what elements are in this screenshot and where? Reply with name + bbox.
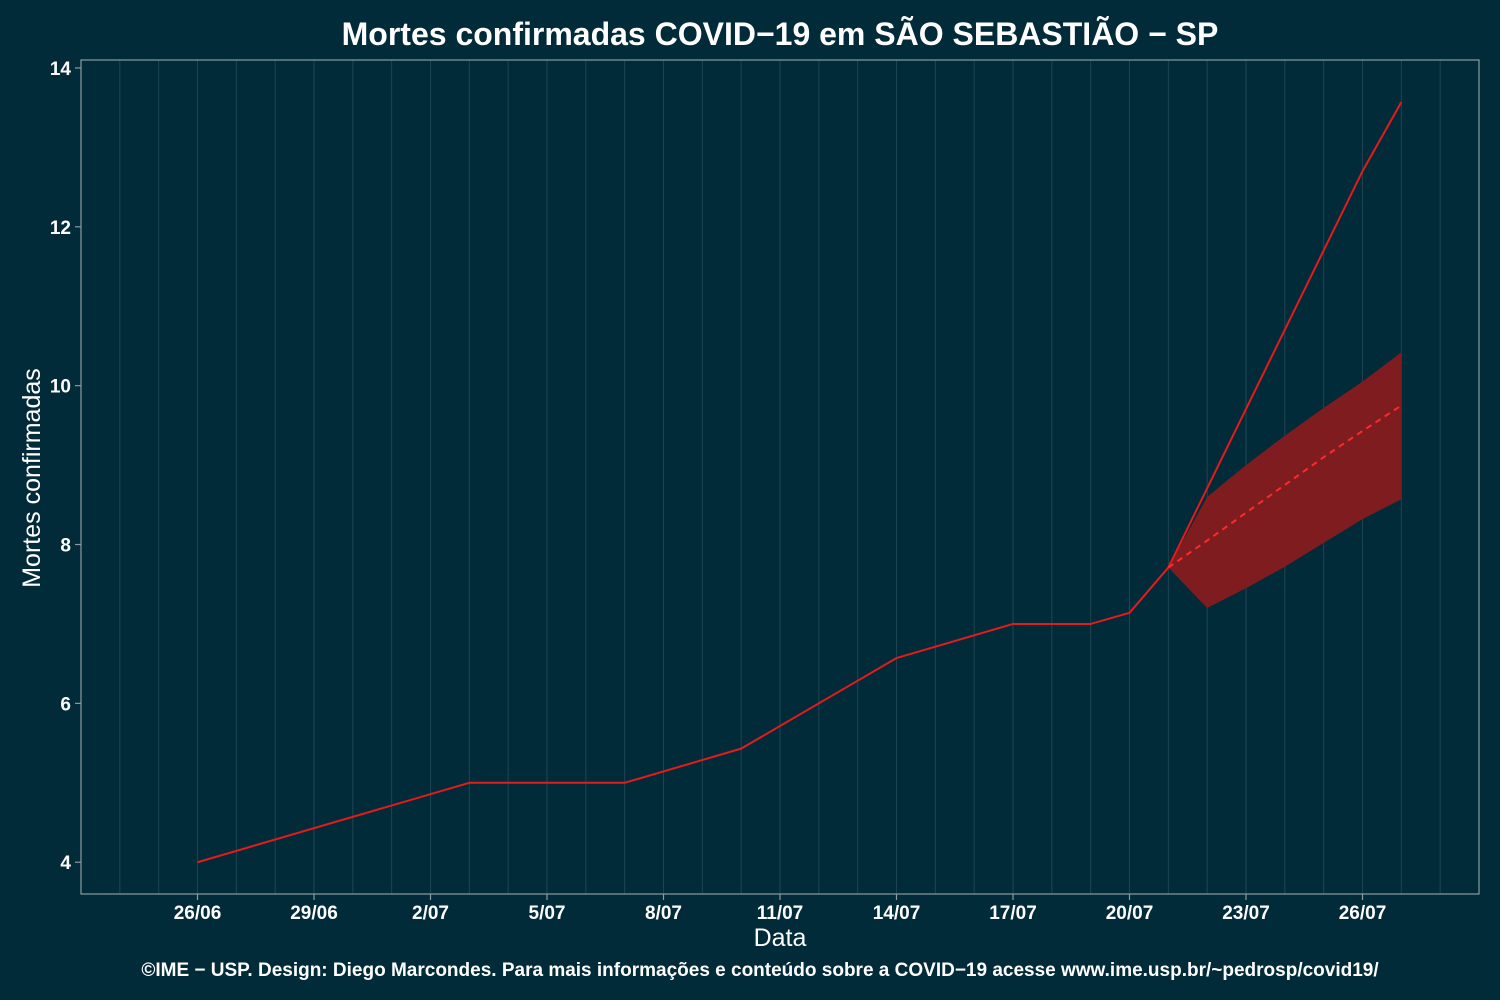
y-tick-label: 14 bbox=[50, 59, 72, 80]
observed-deaths-line bbox=[197, 101, 1403, 864]
x-tick-label: 23/07 bbox=[1222, 903, 1270, 924]
y-tick-label: 6 bbox=[60, 694, 71, 715]
chart-title: Mortes confirmadas COVID−19 em SÃO SEBAS… bbox=[342, 16, 1219, 52]
x-tick-label: 2/07 bbox=[412, 903, 449, 924]
x-tick-label: 26/06 bbox=[174, 903, 222, 924]
forecast-band-layer bbox=[1168, 352, 1402, 609]
y-axis-label: Mortes confirmadas bbox=[18, 368, 46, 588]
x-tick-label: 5/07 bbox=[529, 903, 566, 924]
y-tick-label: 10 bbox=[50, 377, 71, 398]
x-tick-label: 17/07 bbox=[989, 903, 1037, 924]
series-lines bbox=[197, 101, 1403, 864]
y-axis-ticks: 4 6 8 10 12 14 bbox=[50, 59, 81, 874]
x-tick-label: 14/07 bbox=[873, 903, 921, 924]
grid-lines bbox=[80, 60, 1480, 894]
x-tick-label: 11/07 bbox=[757, 903, 804, 924]
x-tick-label: 20/07 bbox=[1106, 903, 1154, 924]
x-tick-label: 26/07 bbox=[1339, 903, 1387, 924]
x-axis-label: Data bbox=[754, 924, 807, 952]
y-tick-label: 12 bbox=[50, 218, 71, 239]
x-axis-ticks: 26/06 29/06 2/07 5/07 8/07 11/07 14/07 17/07 20/… bbox=[174, 894, 1387, 924]
y-tick-label: 8 bbox=[60, 536, 71, 557]
x-tick-label: 8/07 bbox=[645, 903, 682, 924]
forecast-line bbox=[1167, 404, 1402, 569]
chart-caption: ©IME − USP. Design: Diego Marcondes. Par… bbox=[141, 960, 1379, 981]
forecast-interval-band bbox=[1168, 352, 1402, 609]
y-tick-label: 4 bbox=[60, 853, 71, 874]
x-tick-label: 29/06 bbox=[290, 903, 338, 924]
